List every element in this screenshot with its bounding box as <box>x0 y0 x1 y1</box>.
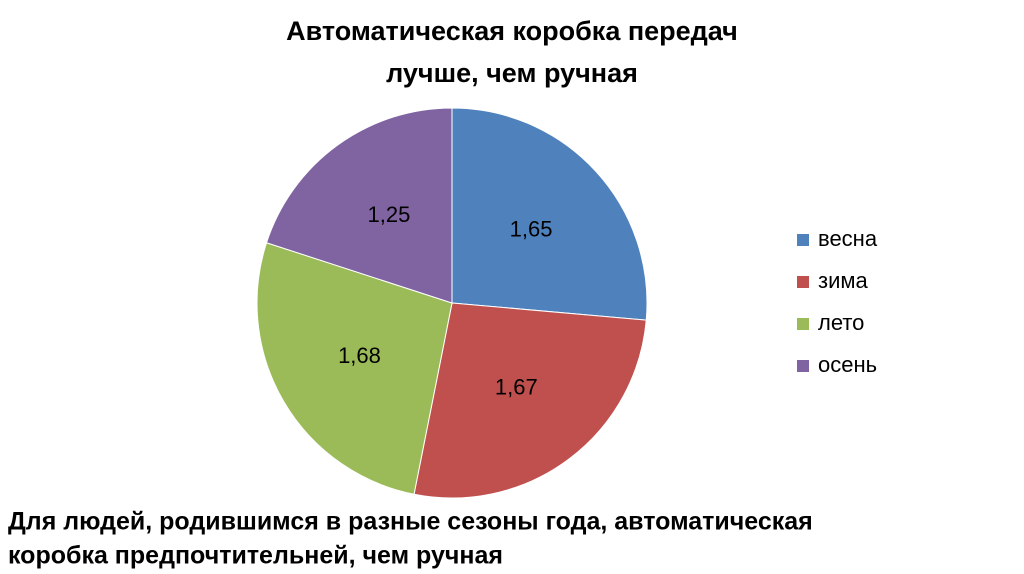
legend-label: зима <box>818 268 869 293</box>
data-label: 1,65 <box>510 216 553 241</box>
data-label: 1,67 <box>495 375 538 400</box>
legend-swatch <box>797 318 809 330</box>
pie-slice <box>265 107 453 304</box>
legend-swatch <box>797 234 809 246</box>
data-label: 1,25 <box>368 202 411 227</box>
legend-label: осень <box>818 352 877 377</box>
legend-swatch <box>797 276 809 288</box>
chart-title: Автоматическая коробка передач <box>286 16 738 46</box>
legend-label: лето <box>818 310 864 335</box>
pie-slice <box>451 107 648 321</box>
legend-swatch <box>797 360 809 372</box>
pie-slice <box>413 302 647 499</box>
caption: коробка предпочтительней, чем ручная <box>8 542 503 570</box>
legend-label: весна <box>818 226 878 251</box>
pie-slice <box>256 242 453 495</box>
caption: Для людей, родившимся в разные сезоны го… <box>8 508 813 536</box>
chart-title: лучше, чем ручная <box>386 58 638 88</box>
data-label: 1,68 <box>338 343 381 368</box>
